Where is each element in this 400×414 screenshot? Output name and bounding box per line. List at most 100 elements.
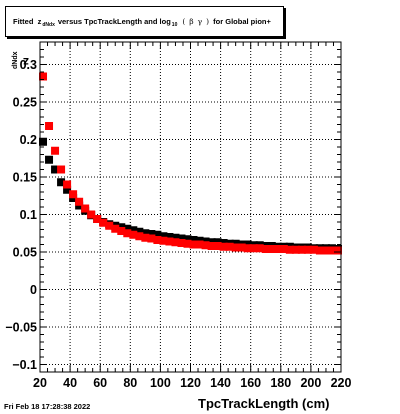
red-series-point	[255, 244, 264, 253]
red-series-point	[201, 241, 210, 250]
y-axis-title-main: z	[23, 55, 29, 69]
red-series-point	[327, 246, 336, 255]
black-series-point	[45, 155, 54, 164]
red-series-point	[291, 245, 300, 254]
x-tick-label: 180	[270, 376, 291, 390]
red-series-point	[129, 230, 138, 239]
x-tick-label: 220	[331, 376, 352, 390]
x-axis-title: TpcTrackLength (cm)	[198, 396, 330, 411]
red-series-point	[69, 190, 78, 199]
red-series-point	[105, 221, 114, 230]
red-series-point	[123, 229, 132, 238]
red-series-point	[321, 246, 330, 255]
red-series-point	[51, 146, 60, 155]
black-series-point	[141, 229, 150, 238]
black-series-point	[129, 226, 138, 235]
y-tick-label: 0.3	[20, 58, 37, 72]
black-series-point	[135, 227, 144, 236]
title-paren-close: )	[206, 17, 210, 26]
red-series-point	[153, 236, 162, 244]
y-tick-label: 0.05	[13, 246, 37, 260]
red-series-point	[165, 237, 174, 246]
y-tick-label: 0	[30, 283, 37, 297]
red-series-point	[57, 165, 66, 174]
red-series-point	[147, 234, 156, 243]
black-series-point	[159, 232, 168, 241]
y-tick-label: −0.1	[12, 358, 37, 372]
red-series-point	[273, 245, 282, 253]
red-series-point	[261, 245, 270, 253]
x-tick-label: 120	[180, 376, 201, 390]
black-series-point	[123, 224, 132, 233]
y-tick-label: 0.1	[20, 208, 37, 222]
red-series-point	[39, 72, 48, 81]
black-series-point	[165, 233, 174, 241]
chart-title: Fitted z dNdx versus TpcTrackLength and …	[5, 6, 284, 37]
title-log-subscript: 10	[171, 21, 178, 28]
red-series-point	[315, 246, 324, 255]
red-series-point	[189, 240, 198, 249]
title-paren-open: (	[182, 17, 186, 26]
red-series-point	[285, 245, 294, 254]
red-series-point	[225, 242, 234, 251]
black-series-point	[147, 230, 156, 238]
red-series-point	[81, 204, 90, 213]
red-series-point	[249, 244, 258, 253]
y-tick-label: 0.2	[20, 133, 37, 147]
red-series-point	[219, 242, 228, 251]
date-stamp: Fri Feb 18 17:28:38 2022	[4, 402, 91, 411]
black-series-point	[51, 165, 60, 174]
red-series-point	[213, 242, 222, 250]
red-series-point	[117, 227, 126, 235]
y-axis-title: z dNdx	[3, 43, 29, 83]
black-series-point	[171, 233, 180, 242]
red-series-point	[171, 238, 180, 247]
red-series-point	[243, 244, 252, 253]
red-series-point	[279, 245, 288, 253]
red-series-point	[207, 242, 216, 250]
red-series-point	[141, 233, 150, 242]
red-series-point	[111, 224, 120, 233]
red-series-point	[195, 240, 204, 249]
red-series-point	[237, 243, 246, 252]
title-gamma: γ	[197, 17, 203, 26]
title-suffix: for Global pion+	[213, 17, 271, 26]
x-tick-label: 100	[150, 376, 171, 390]
title-beta: β	[189, 17, 194, 26]
title-middle: versus TpcTrackLength and log	[57, 17, 171, 26]
black-series-point	[39, 137, 48, 146]
red-series-point	[183, 239, 192, 248]
red-series-point	[99, 218, 108, 227]
red-series-point	[87, 210, 96, 219]
red-series-point	[309, 245, 318, 254]
red-series-point	[93, 215, 102, 223]
title-prefix: Fitted	[13, 17, 34, 26]
x-tick-label: 60	[93, 376, 107, 390]
red-series-point	[177, 239, 186, 247]
red-series-point	[333, 246, 342, 255]
x-tick-label: 80	[123, 376, 137, 390]
red-series-point	[63, 180, 72, 189]
x-tick-label: 200	[300, 376, 321, 390]
title-z: z	[37, 17, 42, 26]
x-tick-label: 140	[210, 376, 231, 390]
x-tick-label: 20	[33, 376, 47, 390]
red-series-point	[45, 122, 54, 130]
red-series-point	[231, 243, 240, 252]
black-series-point	[57, 178, 66, 187]
black-series-point	[189, 236, 198, 244]
red-series-point	[303, 245, 312, 254]
red-series-point	[267, 245, 276, 253]
y-tick-label: −0.05	[5, 321, 37, 335]
y-tick-label: 0.25	[13, 96, 37, 110]
red-series-point	[297, 245, 306, 254]
x-tick-label: 160	[240, 376, 261, 390]
red-series-point	[135, 232, 144, 241]
red-series-point	[75, 197, 84, 206]
black-series-point	[177, 234, 186, 243]
title-z-subscript: dNdx	[42, 21, 55, 28]
black-series-point	[153, 230, 162, 239]
y-tick-label: 0.15	[13, 171, 37, 185]
red-series-point	[159, 236, 168, 245]
